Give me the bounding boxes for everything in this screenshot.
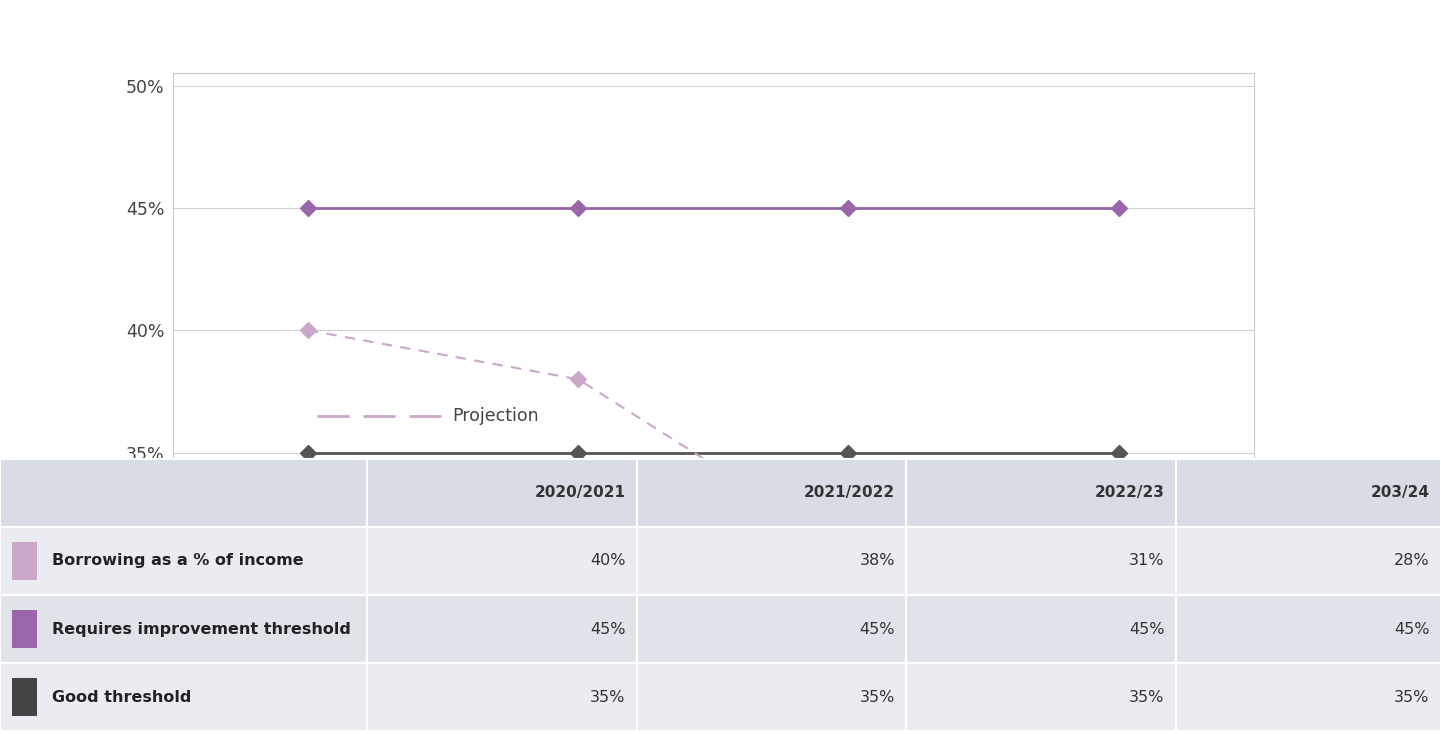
Bar — [1176, 527, 1441, 595]
Bar — [367, 663, 637, 731]
Text: 2020/2021: 2020/2021 — [535, 485, 625, 501]
Text: 45%: 45% — [1128, 622, 1164, 636]
Text: 38%: 38% — [859, 553, 895, 568]
Text: 35%: 35% — [1128, 690, 1164, 705]
Bar — [906, 663, 1176, 731]
Bar — [1176, 663, 1441, 731]
Bar — [0, 459, 367, 527]
Text: 2022/23: 2022/23 — [1095, 485, 1164, 501]
Bar — [1176, 595, 1441, 663]
Bar — [367, 459, 637, 527]
Text: 35%: 35% — [859, 690, 895, 705]
Bar — [367, 595, 637, 663]
Bar — [0, 527, 367, 595]
Text: Good threshold: Good threshold — [52, 690, 192, 705]
Text: 31%: 31% — [1128, 553, 1164, 568]
Text: 35%: 35% — [1393, 690, 1429, 705]
Bar — [12, 678, 37, 716]
Bar — [0, 595, 367, 663]
Bar — [637, 663, 906, 731]
Bar — [1176, 459, 1441, 527]
Bar — [367, 527, 637, 595]
Text: Borrowing as a % of income: Borrowing as a % of income — [52, 553, 304, 568]
Text: 45%: 45% — [1393, 622, 1429, 636]
Bar — [637, 459, 906, 527]
Bar — [0, 663, 367, 731]
Text: Projection: Projection — [452, 407, 539, 425]
Bar — [906, 527, 1176, 595]
Text: 35%: 35% — [589, 690, 625, 705]
Bar — [906, 459, 1176, 527]
Bar — [906, 595, 1176, 663]
Text: Requires improvement threshold: Requires improvement threshold — [52, 622, 350, 636]
Bar — [637, 527, 906, 595]
Text: 45%: 45% — [859, 622, 895, 636]
Bar — [12, 611, 37, 648]
Text: 40%: 40% — [589, 553, 625, 568]
Text: 2021/2022: 2021/2022 — [804, 485, 895, 501]
Bar — [12, 542, 37, 580]
Text: 45%: 45% — [589, 622, 625, 636]
Bar — [637, 595, 906, 663]
Text: 28%: 28% — [1393, 553, 1429, 568]
Text: 203/24: 203/24 — [1370, 485, 1429, 501]
